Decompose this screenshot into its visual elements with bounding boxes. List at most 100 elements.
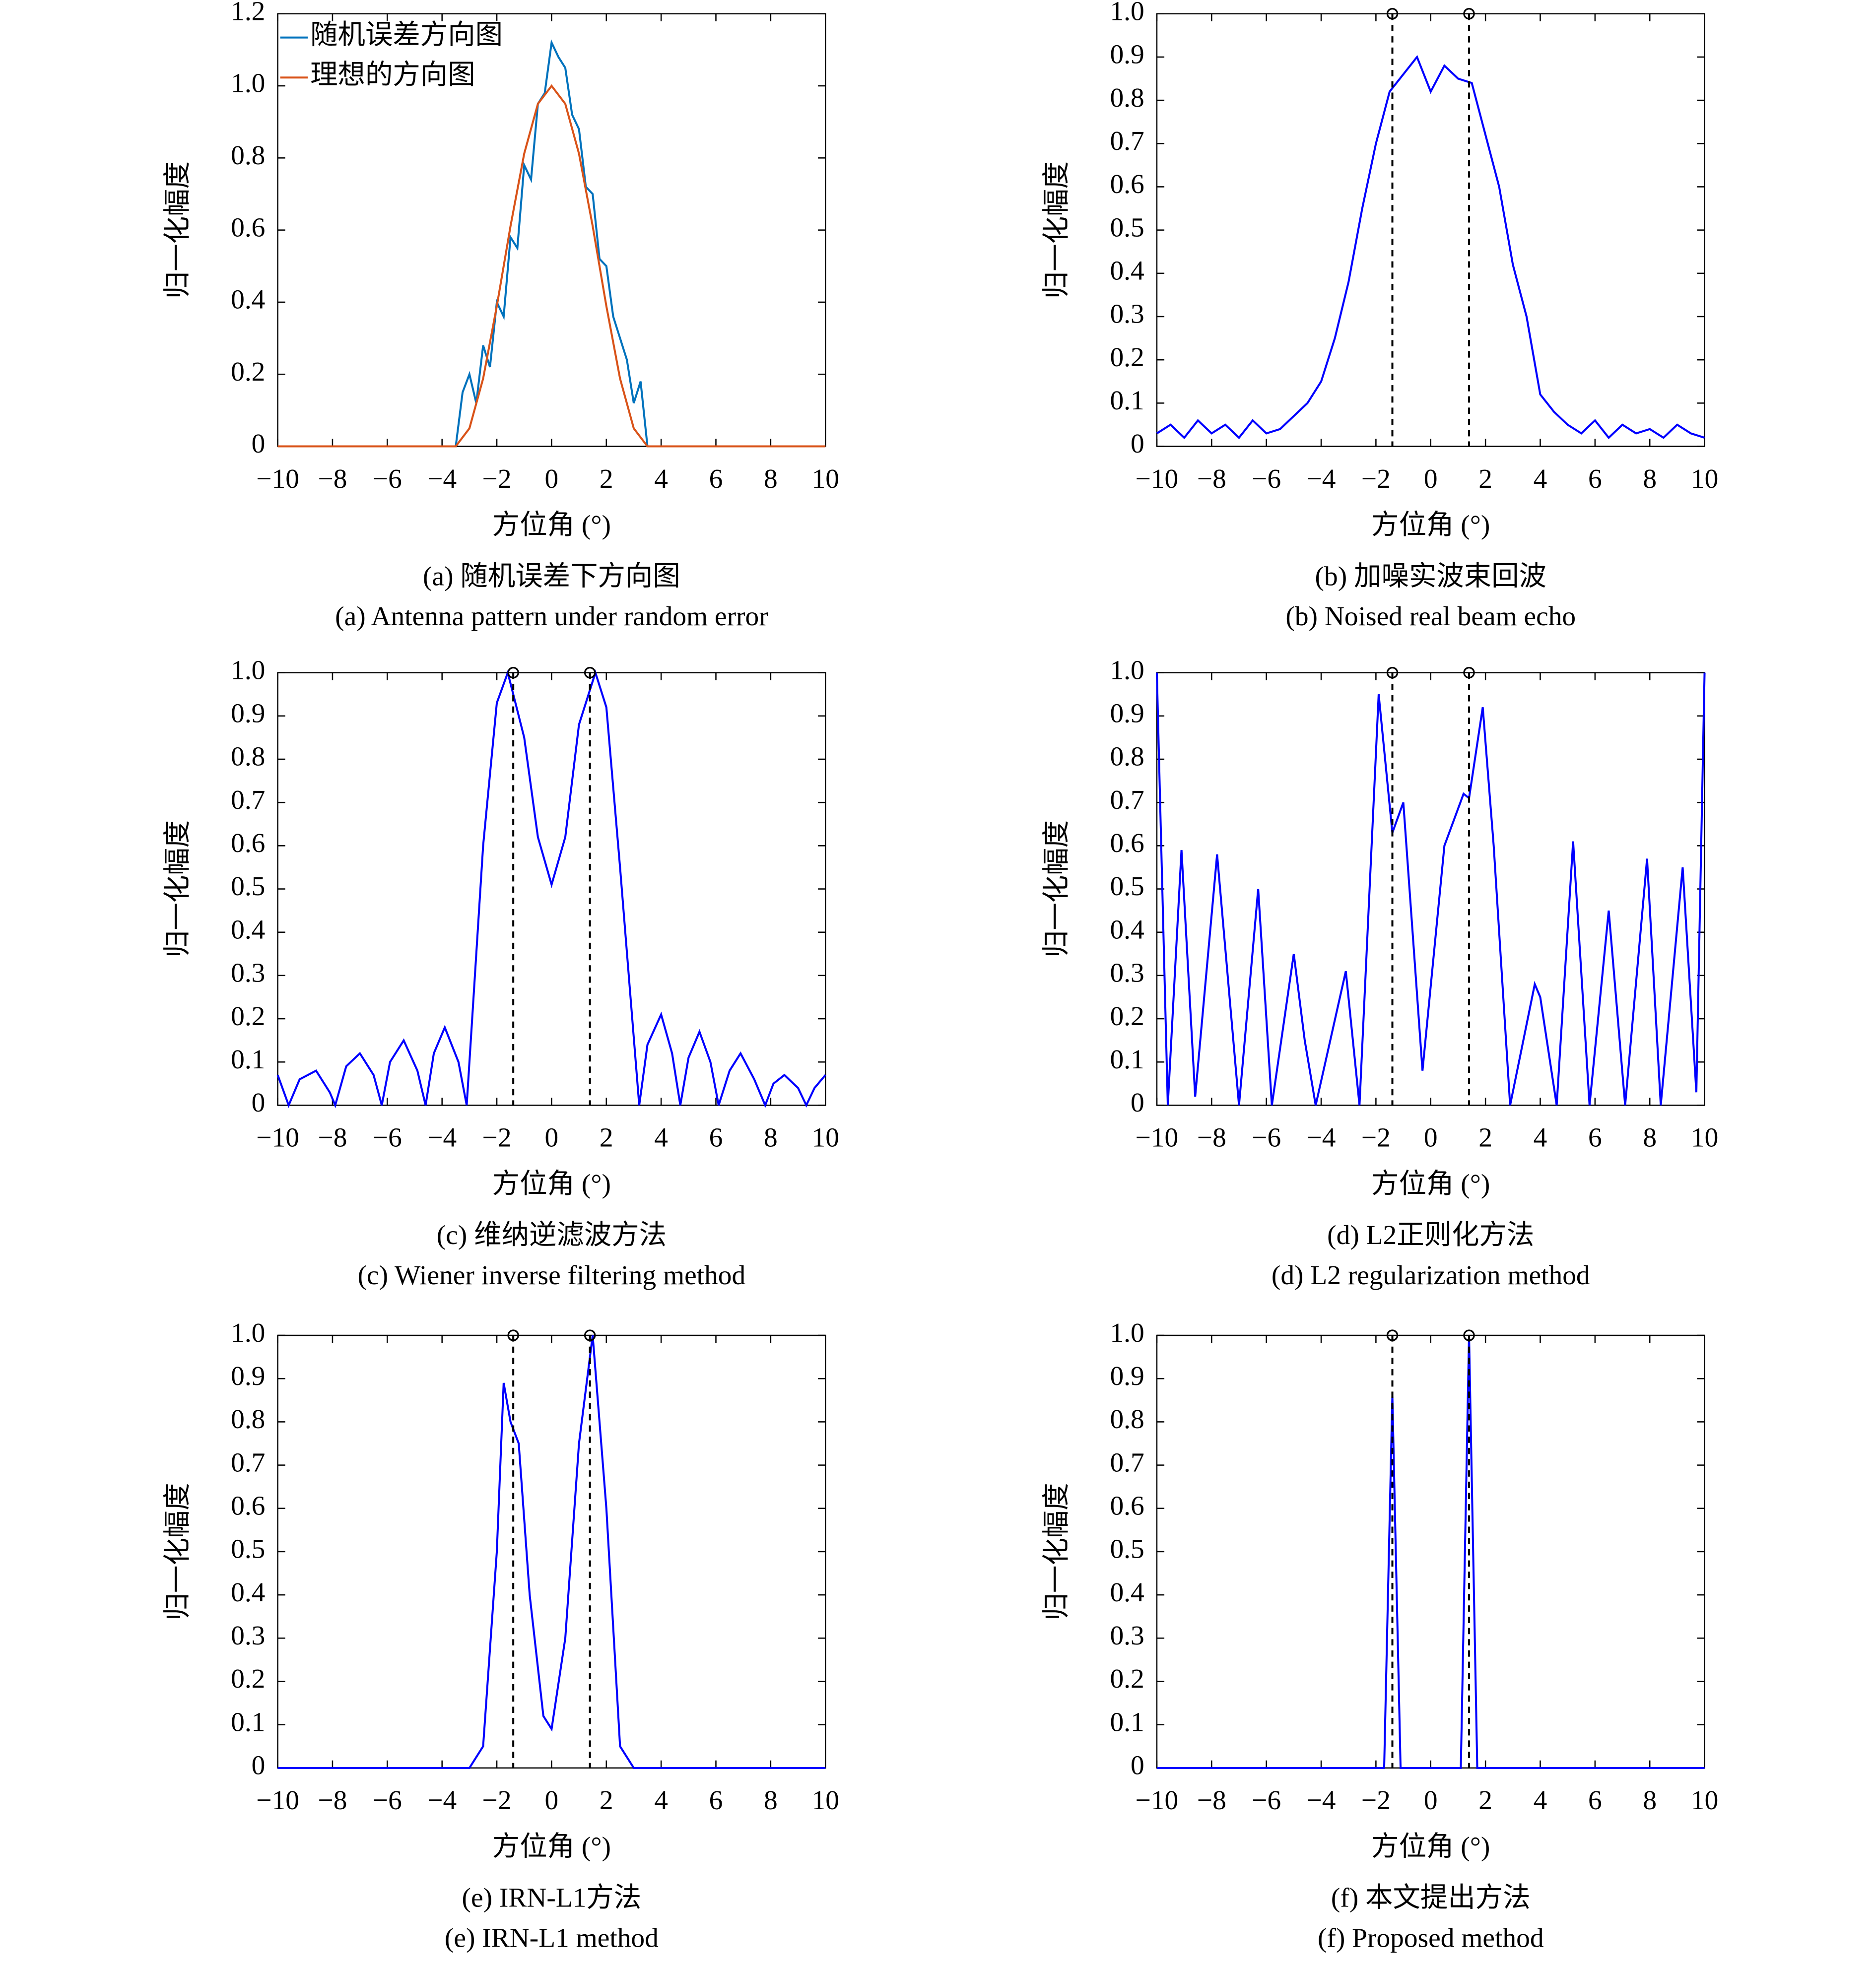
y-axis-label: 归一化幅度 (1041, 1483, 1072, 1620)
legend-label: 理想的方向图 (310, 60, 475, 90)
data-line (1155, 672, 1706, 1106)
x-tick-label: −8 (318, 463, 347, 494)
x-axis-label: 方位角 (°) (1371, 1831, 1490, 1861)
target-marker (1386, 666, 1399, 679)
x-tick-label: −4 (427, 1785, 457, 1815)
target-marker (1463, 1329, 1475, 1341)
caption-en: (c) Wiener inverse filtering method (358, 1260, 746, 1290)
y-tick-label: 0 (252, 1087, 266, 1117)
data-line (1156, 55, 1705, 440)
plot-frame (1156, 672, 1705, 1106)
y-tick-label: 0.2 (231, 1001, 265, 1031)
y-tick-label: 0.2 (231, 356, 265, 387)
y-tick-label: 0.8 (231, 140, 265, 170)
x-tick-label: 10 (1691, 463, 1718, 494)
caption: (a) 随机误差下方向图 (423, 561, 680, 591)
caption: (c) 维纳逆滤波方法 (437, 1220, 667, 1250)
y-tick-label: 0.9 (231, 1361, 265, 1391)
y-axis-label: 归一化幅度 (1041, 161, 1072, 299)
x-axis-label: 方位角 (°) (1371, 510, 1490, 540)
x-tick-label: −10 (1136, 463, 1179, 494)
x-tick-label: −4 (1307, 1785, 1336, 1815)
legend-label: 随机误差方向图 (310, 19, 503, 50)
target-marker (584, 666, 596, 679)
caption: (d) L2正则化方法 (1327, 1220, 1534, 1250)
y-tick-label: 0.4 (231, 1577, 265, 1607)
y-tick-label: 1.0 (1110, 0, 1144, 26)
data-line (276, 669, 826, 1109)
x-tick-label: 0 (545, 463, 559, 494)
plot-frame (277, 1334, 826, 1769)
y-tick-label: 0.7 (1110, 126, 1144, 156)
y-tick-label: 0.1 (1110, 1044, 1144, 1074)
x-tick-label: 6 (709, 463, 723, 494)
x-tick-label: 4 (1534, 463, 1547, 494)
caption-en: (b) Noised real beam echo (1285, 601, 1576, 631)
y-tick-label: 0.3 (231, 1620, 265, 1650)
y-tick-label: 1.0 (1110, 655, 1144, 685)
x-tick-label: 10 (812, 1785, 839, 1815)
x-tick-label: 6 (709, 1785, 723, 1815)
y-tick-label: 0.8 (1110, 1404, 1144, 1434)
x-tick-label: −2 (1361, 1122, 1391, 1153)
x-tick-label: −6 (1252, 463, 1281, 494)
y-tick-label: 0.9 (1110, 698, 1144, 728)
y-tick-label: 0.5 (1110, 212, 1144, 242)
x-tick-label: 6 (1588, 1122, 1602, 1153)
y-tick-label: 1.0 (231, 655, 265, 685)
y-tick-label: 0.4 (1110, 1577, 1144, 1607)
x-tick-label: −10 (1136, 1785, 1179, 1815)
y-tick-label: 0.6 (1110, 1490, 1144, 1520)
x-tick-label: 2 (1478, 1785, 1492, 1815)
x-tick-label: 8 (764, 463, 778, 494)
caption: (f) 本文提出方法 (1331, 1883, 1531, 1913)
x-tick-label: −8 (1197, 1122, 1226, 1153)
y-tick-label: 1.2 (231, 0, 265, 26)
x-tick-label: −6 (373, 1122, 402, 1153)
y-tick-label: 0.4 (1110, 914, 1144, 944)
y-tick-label: 0.4 (231, 284, 265, 315)
y-tick-label: 0.3 (231, 958, 265, 988)
x-tick-label: 10 (812, 1122, 839, 1153)
x-tick-label: 2 (1478, 463, 1492, 494)
x-tick-label: 8 (764, 1122, 778, 1153)
y-tick-label: 0.7 (1110, 1447, 1144, 1477)
x-tick-label: 6 (1588, 1785, 1602, 1815)
data-line (277, 1335, 826, 1769)
x-tick-label: 10 (1691, 1785, 1718, 1815)
x-tick-label: 0 (1424, 463, 1438, 494)
y-tick-label: 1.0 (231, 68, 265, 98)
x-axis-label: 方位角 (°) (492, 1169, 611, 1199)
x-tick-label: 0 (1424, 1785, 1438, 1815)
data-line (277, 84, 826, 448)
y-tick-label: 0.7 (1110, 785, 1144, 815)
y-tick-label: 0.3 (1110, 299, 1144, 329)
target-marker (1386, 1329, 1399, 1341)
y-tick-label: 0 (252, 428, 266, 459)
y-tick-label: 0.9 (1110, 1361, 1144, 1391)
x-tick-label: −10 (1136, 1122, 1179, 1153)
x-tick-label: −2 (1361, 463, 1391, 494)
plot-frame (277, 672, 826, 1106)
y-tick-label: 0.8 (1110, 741, 1144, 772)
x-tick-label: −8 (1197, 463, 1226, 494)
y-tick-label: 0.8 (231, 1404, 265, 1434)
y-tick-label: 0.6 (1110, 828, 1144, 858)
x-tick-label: −4 (427, 1122, 457, 1153)
x-tick-label: 0 (545, 1785, 559, 1815)
x-tick-label: 6 (1588, 463, 1602, 494)
x-tick-label: −6 (373, 1785, 402, 1815)
y-tick-label: 0.7 (231, 785, 265, 815)
x-tick-label: −2 (482, 1122, 512, 1153)
y-tick-label: 0.3 (1110, 1620, 1144, 1650)
y-tick-label: 0 (1131, 1750, 1144, 1780)
x-tick-label: 2 (600, 463, 613, 494)
x-tick-label: 8 (1643, 463, 1657, 494)
target-marker (1463, 666, 1475, 679)
x-tick-label: 8 (1643, 1785, 1657, 1815)
y-tick-label: 0.5 (1110, 1534, 1144, 1564)
y-tick-label: 0.1 (231, 1706, 265, 1737)
y-tick-label: 0.9 (231, 698, 265, 728)
y-tick-label: 0.3 (1110, 958, 1144, 988)
data-line (1156, 1335, 1705, 1769)
